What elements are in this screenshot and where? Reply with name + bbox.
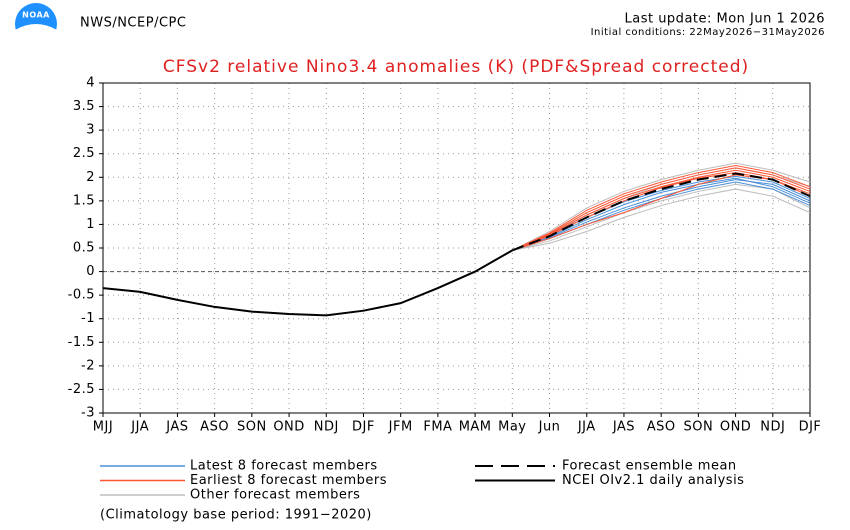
legend-label: Forecast ensemble mean <box>562 459 737 474</box>
agency: NWS/NCEP/CPC <box>80 16 186 31</box>
legend-label: Earliest 8 forecast members <box>190 473 387 488</box>
x-tick-label: JJA <box>130 420 149 435</box>
legend-label: NCEI OIv2.1 daily analysis <box>562 473 744 488</box>
member-line <box>512 169 811 251</box>
x-tick-label: JAS <box>612 420 635 435</box>
y-tick-label: 0 <box>86 264 95 279</box>
y-tick-label: -2.5 <box>68 382 95 397</box>
x-tick-label: MJJ <box>93 420 113 435</box>
x-tick-label: ASO <box>200 420 229 435</box>
x-tick-label: MAM <box>459 420 492 435</box>
footnote: (Climatology base period: 1991−2020) <box>100 508 372 523</box>
logo-text: NOAA <box>22 11 50 20</box>
x-tick-label: JFM <box>388 420 413 435</box>
x-tick-label: DJF <box>352 420 375 435</box>
x-tick-label: JJA <box>577 420 596 435</box>
series-line <box>102 249 513 317</box>
y-tick-label: 2 <box>86 170 95 185</box>
x-tick-label: ASO <box>647 420 676 435</box>
y-tick-label: 2.5 <box>73 146 95 161</box>
legend-label: Latest 8 forecast members <box>190 459 378 474</box>
series-line <box>511 172 811 252</box>
x-tick-label: OND <box>720 420 751 435</box>
y-tick-label: -0.5 <box>68 288 95 303</box>
y-tick-label: -1.5 <box>68 335 95 350</box>
y-tick-label: 3.5 <box>73 99 95 114</box>
x-tick-label: JAS <box>165 420 188 435</box>
y-tick-label: -2 <box>81 358 95 373</box>
y-tick-label: 3 <box>86 123 95 138</box>
x-tick-label: SON <box>684 420 714 435</box>
y-tick-label: 1.5 <box>73 193 95 208</box>
x-tick-label: Jun <box>538 420 561 435</box>
x-tick-label: NDJ <box>760 420 785 435</box>
y-tick-label: 4 <box>86 76 95 91</box>
chart-title: CFSv2 relative Nino3.4 anomalies (K) (PD… <box>163 57 749 77</box>
legend-label: Other forecast members <box>190 488 360 503</box>
last-update: Last update: Mon Jun 1 2026 <box>624 12 825 27</box>
x-tick-label: DJF <box>799 420 822 435</box>
member-line <box>512 167 811 251</box>
plot-frame <box>102 82 811 414</box>
x-tick-label: May <box>498 420 526 435</box>
initial-conditions: Initial conditions: 22May2026−31May2026 <box>591 27 825 38</box>
y-tick-label: -3 <box>81 406 95 421</box>
x-tick-label: OND <box>273 420 304 435</box>
member-line <box>512 177 811 251</box>
x-tick-label: NDJ <box>314 420 339 435</box>
member-line <box>512 162 811 251</box>
y-tick-label: -1 <box>81 311 95 326</box>
member-line <box>512 188 811 251</box>
member-line <box>512 164 811 251</box>
y-tick-label: 1 <box>86 217 95 232</box>
logo-wave <box>15 24 57 51</box>
x-tick-label: SON <box>237 420 267 435</box>
member-line <box>512 183 811 251</box>
member-line <box>512 179 811 251</box>
y-tick-label: 0.5 <box>73 241 95 256</box>
x-tick-label: FMA <box>423 420 452 435</box>
